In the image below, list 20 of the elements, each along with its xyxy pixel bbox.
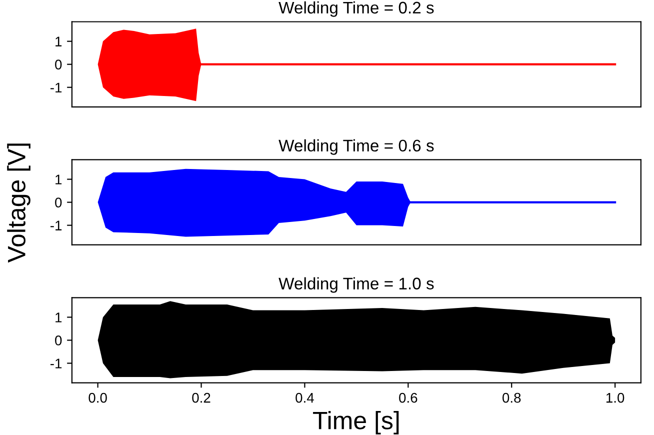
chart-title: Welding Time = 0.2 s	[278, 1, 434, 17]
x-tick-label: 0.0	[88, 392, 107, 403]
y-tick-label: 1	[56, 312, 62, 322]
y-tick-label: 0	[55, 60, 62, 70]
y-tick-label: 1	[56, 174, 62, 184]
y-tick-label: -1	[50, 358, 62, 368]
x-axis-title: Time [s]	[313, 411, 399, 434]
x-tick-label: 0.4	[296, 392, 314, 403]
x-tick-label: 1.0	[606, 392, 624, 403]
x-tick-label: 0.6	[399, 392, 418, 403]
x-tick-label: 0.8	[502, 392, 521, 403]
chart-title: Welding Time = 0.6 s	[278, 139, 434, 155]
x-tick-label: 0.2	[192, 392, 210, 403]
y-axis-title: Voltage [V]	[7, 144, 30, 263]
y-tick-label: 0	[55, 336, 62, 346]
y-tick-label: 1	[56, 36, 62, 46]
chart-title: Welding Time = 1.0 s	[278, 277, 434, 293]
y-tick-label: -1	[50, 220, 62, 230]
y-tick-label: -1	[50, 82, 62, 92]
y-tick-label: 0	[55, 198, 62, 208]
